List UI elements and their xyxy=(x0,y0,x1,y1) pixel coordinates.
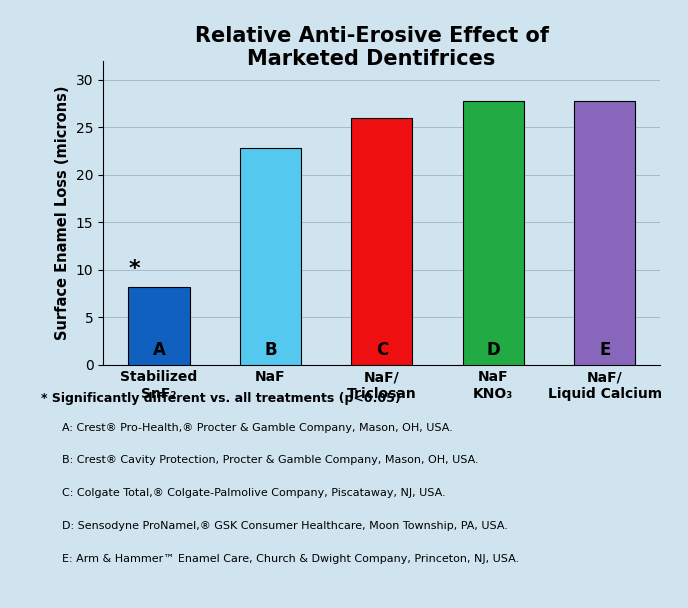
Bar xyxy=(574,101,636,365)
Text: B: B xyxy=(264,341,277,359)
Y-axis label: Surface Enamel Loss (microns): Surface Enamel Loss (microns) xyxy=(55,86,70,340)
Text: C: Colgate Total,® Colgate-Palmolive Company, Piscataway, NJ, USA.: C: Colgate Total,® Colgate-Palmolive Com… xyxy=(62,488,446,498)
Bar xyxy=(239,148,301,365)
Text: Relative Anti-Erosive Effect of
Marketed Dentifrices: Relative Anti-Erosive Effect of Marketed… xyxy=(195,26,548,69)
Text: D: Sensodyne ProNamel,® GSK Consumer Healthcare, Moon Township, PA, USA.: D: Sensodyne ProNamel,® GSK Consumer Hea… xyxy=(62,521,508,531)
Text: B: Crest® Cavity Protection, Procter & Gamble Company, Mason, OH, USA.: B: Crest® Cavity Protection, Procter & G… xyxy=(62,455,479,465)
Text: * Significantly different vs. all treatments (p<0.05): * Significantly different vs. all treatm… xyxy=(41,392,401,405)
Text: *: * xyxy=(129,259,140,279)
Bar xyxy=(128,287,190,365)
Text: E: Arm & Hammer™ Enamel Care, Church & Dwight Company, Princeton, NJ, USA.: E: Arm & Hammer™ Enamel Care, Church & D… xyxy=(62,554,519,564)
Text: E: E xyxy=(599,341,610,359)
Text: C: C xyxy=(376,341,388,359)
Bar xyxy=(462,101,524,365)
Text: D: D xyxy=(486,341,500,359)
Text: A: A xyxy=(153,341,165,359)
Text: A: Crest® Pro-Health,® Procter & Gamble Company, Mason, OH, USA.: A: Crest® Pro-Health,® Procter & Gamble … xyxy=(62,423,453,432)
Bar xyxy=(351,118,413,365)
